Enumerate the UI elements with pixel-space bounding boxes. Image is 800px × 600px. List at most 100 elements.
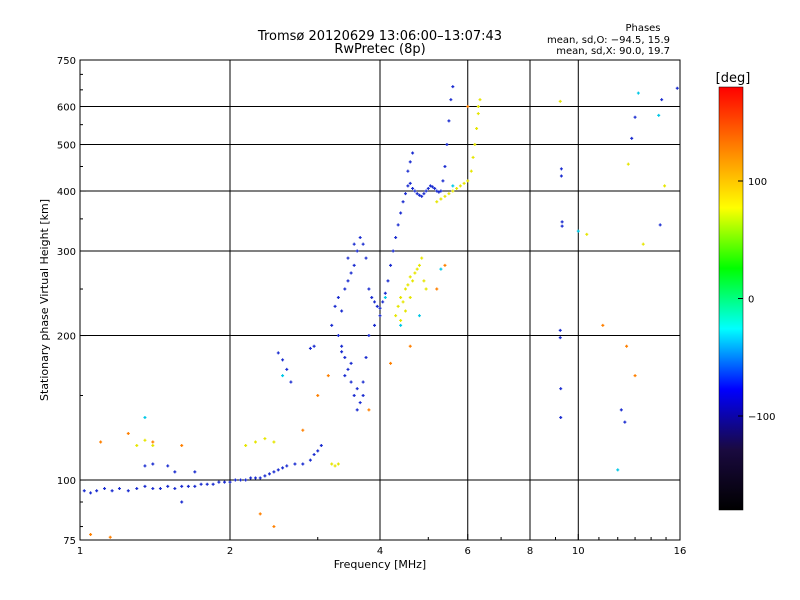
data-point: [333, 464, 337, 468]
data-point: [370, 296, 374, 300]
data-point: [355, 387, 359, 391]
data-point: [186, 484, 190, 488]
x-tick-label: 8: [527, 546, 533, 557]
data-point: [367, 408, 371, 412]
data-point: [403, 192, 407, 196]
data-point: [352, 242, 356, 246]
colorbar-tick-label: 100: [748, 177, 767, 188]
data-point: [406, 169, 410, 173]
data-point: [355, 249, 359, 253]
data-point: [443, 194, 447, 198]
data-point: [205, 482, 209, 486]
data-point: [415, 267, 419, 271]
data-point: [343, 355, 347, 359]
data-point: [103, 487, 107, 491]
data-point: [367, 334, 371, 338]
y-tick-label: 750: [57, 56, 76, 67]
x-tick-label: 2: [227, 546, 233, 557]
data-point: [476, 105, 480, 109]
data-point: [422, 192, 426, 196]
data-point: [326, 374, 330, 378]
data-point: [636, 91, 640, 95]
x-tick-label: 4: [377, 546, 383, 557]
data-point: [364, 256, 368, 260]
data-point: [576, 229, 580, 233]
data-point: [89, 533, 93, 537]
data-point: [420, 256, 424, 260]
y-tick-label: 75: [63, 536, 76, 547]
data-point: [626, 162, 630, 166]
data-point: [413, 189, 417, 193]
data-point: [383, 296, 387, 300]
data-point: [340, 344, 344, 348]
data-point: [633, 374, 637, 378]
data-point: [166, 464, 170, 468]
data-point: [308, 458, 312, 462]
data-point: [439, 189, 443, 193]
data-point: [258, 512, 262, 516]
data-point: [373, 300, 377, 304]
data-point: [389, 263, 393, 267]
data-point: [253, 440, 257, 444]
data-point: [358, 236, 362, 240]
data-point: [316, 394, 320, 398]
data-point: [364, 355, 368, 359]
data-point: [408, 160, 412, 164]
data-point: [276, 468, 280, 472]
data-point: [319, 444, 323, 448]
data-point: [408, 275, 412, 279]
data-point: [143, 484, 147, 488]
data-point: [391, 249, 395, 253]
data-point: [336, 296, 340, 300]
data-point: [343, 287, 347, 291]
stats-o-mode: mean, sd,O: −94.5, 15.9: [547, 35, 670, 46]
data-point: [478, 98, 482, 102]
data-point: [439, 267, 443, 271]
data-point: [99, 440, 103, 444]
data-point: [173, 487, 177, 491]
data-point: [217, 480, 221, 484]
data-point: [559, 415, 563, 419]
data-point: [143, 438, 147, 442]
data-point: [193, 484, 197, 488]
data-point: [312, 453, 316, 457]
data-point: [663, 184, 667, 188]
data-point: [625, 344, 629, 348]
y-tick-label: 100: [57, 476, 76, 487]
data-point: [399, 296, 403, 300]
data-point: [330, 462, 334, 466]
data-point: [406, 184, 410, 188]
y-tick-label: 600: [57, 103, 76, 114]
data-point: [199, 482, 203, 486]
data-point: [135, 444, 139, 448]
colorbar-tick-label: 0: [748, 295, 754, 306]
y-tick-label: 500: [57, 141, 76, 152]
data-point: [346, 367, 350, 371]
data-point: [349, 361, 353, 365]
x-tick-label: 1: [77, 546, 83, 557]
data-point: [330, 323, 334, 327]
data-point: [413, 271, 417, 275]
data-point: [406, 283, 410, 287]
data-point: [281, 466, 285, 470]
data-point: [349, 271, 353, 275]
data-point: [415, 192, 419, 196]
data-point: [233, 478, 237, 482]
data-point: [263, 437, 267, 441]
data-point: [443, 263, 447, 267]
data-point: [439, 197, 443, 201]
data-point: [82, 489, 86, 493]
data-point: [293, 462, 297, 466]
data-point: [312, 344, 316, 348]
data-point: [117, 487, 121, 491]
y-tick-label: 400: [57, 187, 76, 198]
data-point: [126, 489, 130, 493]
data-point: [641, 242, 645, 246]
data-point: [394, 314, 398, 318]
data-point: [623, 420, 627, 424]
data-point: [143, 464, 147, 468]
data-point: [408, 181, 412, 185]
data-point: [417, 193, 421, 197]
data-point: [417, 263, 421, 267]
data-point: [173, 470, 177, 474]
